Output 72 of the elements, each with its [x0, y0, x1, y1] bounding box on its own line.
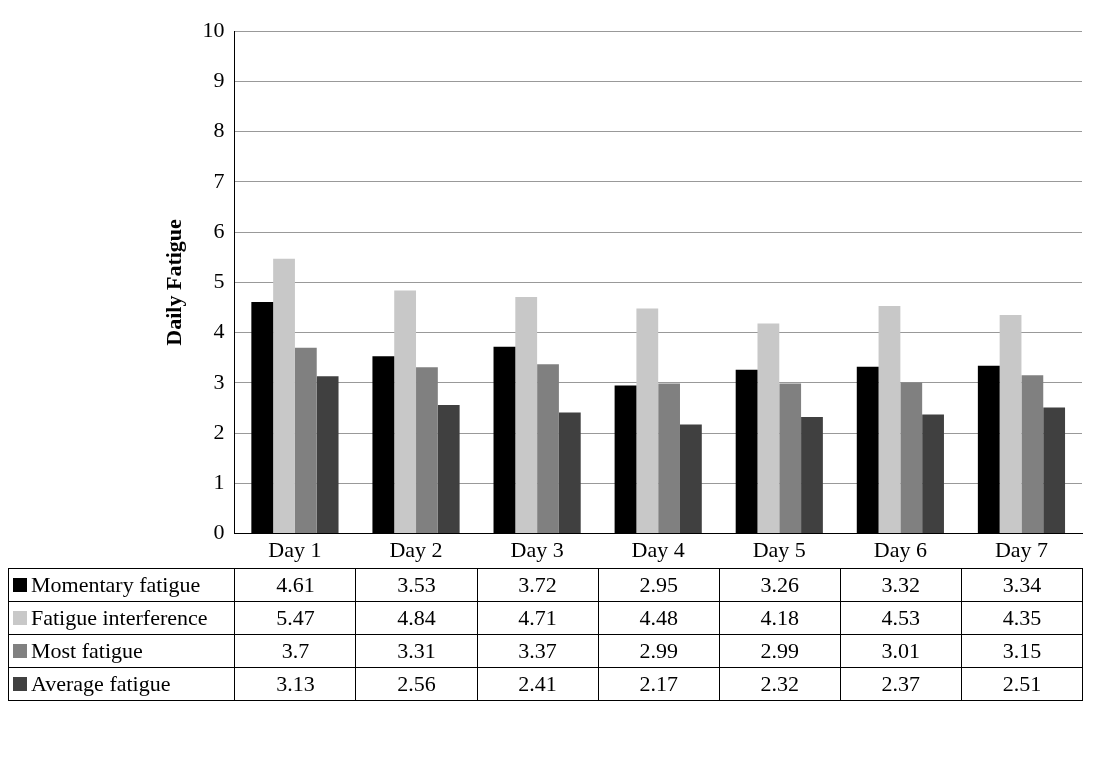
- bar: [900, 382, 923, 534]
- data-label: 4.84: [355, 601, 478, 635]
- x-tick-label: Day 7: [994, 536, 1049, 562]
- bar: [316, 376, 339, 534]
- bar: [922, 414, 944, 534]
- legend-label: Average fatigue: [31, 671, 171, 696]
- x-tick-label: Day 3: [510, 536, 564, 562]
- legend-label: Fatigue interference: [31, 605, 208, 630]
- y-tick-label: 6: [213, 217, 225, 243]
- bar: [779, 383, 802, 534]
- data-label: 5.47: [234, 601, 356, 635]
- legend-label: Momentary fatigue: [31, 572, 201, 597]
- y-tick-label: 3: [213, 368, 225, 394]
- bar: [1021, 375, 1044, 534]
- data-label: 3.53: [355, 568, 478, 602]
- data-label: 4.61: [234, 568, 356, 602]
- data-label: 3.15: [961, 634, 1083, 668]
- x-tick-label: Day 4: [631, 536, 685, 562]
- y-tick-label: 5: [213, 268, 225, 294]
- y-axis-title: Daily Fatigue: [160, 218, 186, 346]
- data-label: 2.99: [598, 634, 720, 668]
- bar: [416, 367, 438, 534]
- bar: [294, 347, 317, 534]
- x-tick-label: Day 5: [752, 536, 806, 562]
- y-tick-label: 8: [213, 117, 225, 143]
- data-label: 2.95: [598, 568, 720, 602]
- y-tick-label: 9: [213, 67, 225, 93]
- bar: [999, 315, 1022, 534]
- bar: [801, 417, 823, 534]
- data-label: 3.37: [477, 634, 599, 668]
- bar: [757, 323, 780, 534]
- data-label: 4.18: [719, 601, 841, 635]
- bar: [437, 404, 460, 534]
- data-label: 3.13: [234, 667, 356, 701]
- data-label: 4.48: [598, 601, 720, 635]
- data-label: 2.51: [961, 667, 1083, 701]
- data-label: 4.35: [961, 601, 1083, 635]
- y-tick-label: 0: [213, 519, 225, 545]
- bar: [658, 383, 680, 534]
- y-tick-label: 7: [213, 167, 225, 193]
- data-label: 2.37: [840, 667, 962, 701]
- data-label: 3.32: [840, 568, 962, 602]
- data-label: 2.41: [477, 667, 599, 701]
- data-label: 4.53: [840, 601, 962, 635]
- data-label: 3.26: [719, 568, 841, 602]
- x-tick-label: Day 2: [389, 536, 443, 562]
- bar: [680, 424, 702, 534]
- bar: [636, 308, 659, 534]
- data-label: 2.56: [355, 667, 478, 701]
- y-tick-label: 1: [213, 469, 225, 495]
- data-label: 3.01: [840, 634, 962, 668]
- data-label: 3.34: [961, 568, 1083, 602]
- data-label: 3.7: [234, 634, 356, 668]
- bar: [273, 258, 295, 534]
- y-tick-label: 10: [202, 16, 225, 42]
- bar: [558, 412, 581, 534]
- bar: [537, 364, 559, 534]
- bar: [515, 296, 538, 534]
- data-label: 2.32: [719, 667, 841, 701]
- legend-label: Most fatigue: [31, 638, 143, 663]
- bar: [1043, 407, 1066, 534]
- x-tick-label: Day 1: [268, 536, 322, 562]
- x-tick-label: Day 6: [873, 536, 927, 562]
- y-tick-label: 2: [213, 418, 225, 444]
- data-label: 2.17: [598, 667, 720, 701]
- data-label: 3.72: [477, 568, 599, 602]
- bar: [878, 306, 901, 534]
- data-label: 4.71: [477, 601, 599, 635]
- y-tick-label: 4: [213, 318, 225, 344]
- data-label: 2.99: [719, 634, 841, 668]
- bar: [394, 290, 417, 534]
- data-label: 3.31: [355, 634, 478, 668]
